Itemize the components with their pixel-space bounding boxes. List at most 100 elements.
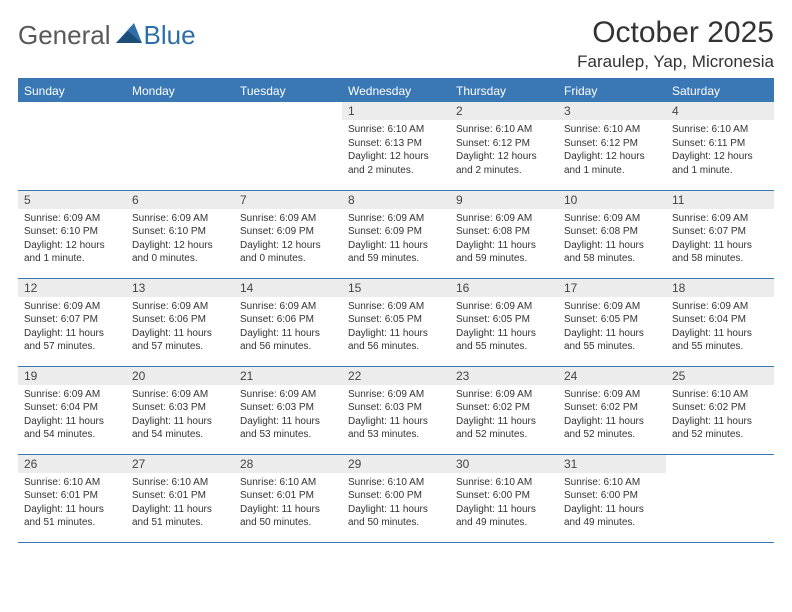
day-details: Sunrise: 6:10 AMSunset: 6:00 PMDaylight:…: [450, 473, 558, 534]
day-header: Thursday: [450, 80, 558, 102]
day-header-row: SundayMondayTuesdayWednesdayThursdayFrid…: [18, 80, 774, 102]
calendar-cell: 27Sunrise: 6:10 AMSunset: 6:01 PMDayligh…: [126, 454, 234, 542]
calendar-cell: 11Sunrise: 6:09 AMSunset: 6:07 PMDayligh…: [666, 190, 774, 278]
day-number: 4: [666, 102, 774, 120]
day-number: 23: [450, 367, 558, 385]
calendar-week: 19Sunrise: 6:09 AMSunset: 6:04 PMDayligh…: [18, 366, 774, 454]
day-details: Sunrise: 6:09 AMSunset: 6:10 PMDaylight:…: [18, 209, 126, 270]
day-number: 1: [342, 102, 450, 120]
day-details: Sunrise: 6:10 AMSunset: 6:12 PMDaylight:…: [450, 120, 558, 181]
day-details: Sunrise: 6:09 AMSunset: 6:02 PMDaylight:…: [450, 385, 558, 446]
day-number: 11: [666, 191, 774, 209]
calendar-cell: 18Sunrise: 6:09 AMSunset: 6:04 PMDayligh…: [666, 278, 774, 366]
calendar-cell: 22Sunrise: 6:09 AMSunset: 6:03 PMDayligh…: [342, 366, 450, 454]
title-block: October 2025 Faraulep, Yap, Micronesia: [577, 16, 774, 72]
calendar-body: 1Sunrise: 6:10 AMSunset: 6:13 PMDaylight…: [18, 102, 774, 542]
day-details: Sunrise: 6:10 AMSunset: 6:01 PMDaylight:…: [126, 473, 234, 534]
calendar-cell: 3Sunrise: 6:10 AMSunset: 6:12 PMDaylight…: [558, 102, 666, 190]
day-number: 14: [234, 279, 342, 297]
calendar-cell: 14Sunrise: 6:09 AMSunset: 6:06 PMDayligh…: [234, 278, 342, 366]
day-details: Sunrise: 6:09 AMSunset: 6:06 PMDaylight:…: [126, 297, 234, 358]
day-details: Sunrise: 6:09 AMSunset: 6:03 PMDaylight:…: [126, 385, 234, 446]
calendar-cell: 19Sunrise: 6:09 AMSunset: 6:04 PMDayligh…: [18, 366, 126, 454]
calendar-cell: [126, 102, 234, 190]
calendar-cell: 20Sunrise: 6:09 AMSunset: 6:03 PMDayligh…: [126, 366, 234, 454]
day-number: 27: [126, 455, 234, 473]
day-details: Sunrise: 6:09 AMSunset: 6:04 PMDaylight:…: [666, 297, 774, 358]
calendar-cell: [666, 454, 774, 542]
calendar-cell: 15Sunrise: 6:09 AMSunset: 6:05 PMDayligh…: [342, 278, 450, 366]
header: General Blue October 2025 Faraulep, Yap,…: [18, 16, 774, 72]
day-details: Sunrise: 6:10 AMSunset: 6:00 PMDaylight:…: [558, 473, 666, 534]
day-number: 12: [18, 279, 126, 297]
day-details: Sunrise: 6:09 AMSunset: 6:10 PMDaylight:…: [126, 209, 234, 270]
day-number: 18: [666, 279, 774, 297]
calendar-cell: 31Sunrise: 6:10 AMSunset: 6:00 PMDayligh…: [558, 454, 666, 542]
day-details: Sunrise: 6:09 AMSunset: 6:08 PMDaylight:…: [558, 209, 666, 270]
day-number: 5: [18, 191, 126, 209]
day-number: 17: [558, 279, 666, 297]
day-number: 31: [558, 455, 666, 473]
day-header: Monday: [126, 80, 234, 102]
calendar-cell: 23Sunrise: 6:09 AMSunset: 6:02 PMDayligh…: [450, 366, 558, 454]
day-details: Sunrise: 6:09 AMSunset: 6:05 PMDaylight:…: [342, 297, 450, 358]
day-details: Sunrise: 6:09 AMSunset: 6:05 PMDaylight:…: [450, 297, 558, 358]
calendar-cell: 1Sunrise: 6:10 AMSunset: 6:13 PMDaylight…: [342, 102, 450, 190]
day-number: 30: [450, 455, 558, 473]
day-details: Sunrise: 6:09 AMSunset: 6:03 PMDaylight:…: [234, 385, 342, 446]
day-number: 8: [342, 191, 450, 209]
day-number: 24: [558, 367, 666, 385]
logo: General Blue: [18, 20, 196, 51]
calendar-week: 26Sunrise: 6:10 AMSunset: 6:01 PMDayligh…: [18, 454, 774, 542]
day-number: 29: [342, 455, 450, 473]
day-number: 6: [126, 191, 234, 209]
day-header: Tuesday: [234, 80, 342, 102]
day-details: Sunrise: 6:09 AMSunset: 6:09 PMDaylight:…: [342, 209, 450, 270]
day-details: Sunrise: 6:10 AMSunset: 6:13 PMDaylight:…: [342, 120, 450, 181]
calendar-cell: 7Sunrise: 6:09 AMSunset: 6:09 PMDaylight…: [234, 190, 342, 278]
calendar-cell: 10Sunrise: 6:09 AMSunset: 6:08 PMDayligh…: [558, 190, 666, 278]
day-details: Sunrise: 6:09 AMSunset: 6:09 PMDaylight:…: [234, 209, 342, 270]
calendar-cell: 8Sunrise: 6:09 AMSunset: 6:09 PMDaylight…: [342, 190, 450, 278]
day-number: 9: [450, 191, 558, 209]
day-details: Sunrise: 6:10 AMSunset: 6:11 PMDaylight:…: [666, 120, 774, 181]
day-number: 26: [18, 455, 126, 473]
calendar-week: 5Sunrise: 6:09 AMSunset: 6:10 PMDaylight…: [18, 190, 774, 278]
day-details: Sunrise: 6:09 AMSunset: 6:03 PMDaylight:…: [342, 385, 450, 446]
logo-text-blue: Blue: [144, 20, 196, 51]
logo-triangle-icon: [116, 23, 142, 48]
day-header: Sunday: [18, 80, 126, 102]
calendar-cell: 9Sunrise: 6:09 AMSunset: 6:08 PMDaylight…: [450, 190, 558, 278]
day-number: 3: [558, 102, 666, 120]
day-header: Saturday: [666, 80, 774, 102]
day-details: Sunrise: 6:09 AMSunset: 6:05 PMDaylight:…: [558, 297, 666, 358]
logo-text-general: General: [18, 20, 111, 51]
calendar-cell: 17Sunrise: 6:09 AMSunset: 6:05 PMDayligh…: [558, 278, 666, 366]
day-details: Sunrise: 6:09 AMSunset: 6:06 PMDaylight:…: [234, 297, 342, 358]
calendar-cell: 5Sunrise: 6:09 AMSunset: 6:10 PMDaylight…: [18, 190, 126, 278]
day-number: 19: [18, 367, 126, 385]
day-details: Sunrise: 6:10 AMSunset: 6:12 PMDaylight:…: [558, 120, 666, 181]
page-title: October 2025: [577, 16, 774, 50]
day-details: Sunrise: 6:09 AMSunset: 6:02 PMDaylight:…: [558, 385, 666, 446]
day-details: Sunrise: 6:09 AMSunset: 6:04 PMDaylight:…: [18, 385, 126, 446]
calendar-week: 1Sunrise: 6:10 AMSunset: 6:13 PMDaylight…: [18, 102, 774, 190]
calendar-cell: 16Sunrise: 6:09 AMSunset: 6:05 PMDayligh…: [450, 278, 558, 366]
calendar-cell: [18, 102, 126, 190]
calendar-cell: 30Sunrise: 6:10 AMSunset: 6:00 PMDayligh…: [450, 454, 558, 542]
calendar-cell: 28Sunrise: 6:10 AMSunset: 6:01 PMDayligh…: [234, 454, 342, 542]
calendar-cell: 4Sunrise: 6:10 AMSunset: 6:11 PMDaylight…: [666, 102, 774, 190]
calendar-cell: 26Sunrise: 6:10 AMSunset: 6:01 PMDayligh…: [18, 454, 126, 542]
day-number: 2: [450, 102, 558, 120]
day-number: 22: [342, 367, 450, 385]
location-subtitle: Faraulep, Yap, Micronesia: [577, 52, 774, 72]
day-number: 20: [126, 367, 234, 385]
day-details: Sunrise: 6:10 AMSunset: 6:00 PMDaylight:…: [342, 473, 450, 534]
day-number: 21: [234, 367, 342, 385]
day-number: 15: [342, 279, 450, 297]
day-details: Sunrise: 6:09 AMSunset: 6:07 PMDaylight:…: [666, 209, 774, 270]
calendar-cell: 13Sunrise: 6:09 AMSunset: 6:06 PMDayligh…: [126, 278, 234, 366]
calendar-cell: 24Sunrise: 6:09 AMSunset: 6:02 PMDayligh…: [558, 366, 666, 454]
day-number: 25: [666, 367, 774, 385]
day-details: Sunrise: 6:10 AMSunset: 6:01 PMDaylight:…: [18, 473, 126, 534]
